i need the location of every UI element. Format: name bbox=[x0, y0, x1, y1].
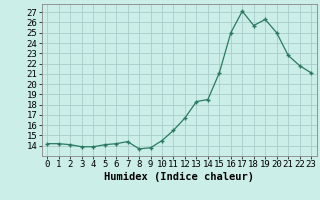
X-axis label: Humidex (Indice chaleur): Humidex (Indice chaleur) bbox=[104, 172, 254, 182]
